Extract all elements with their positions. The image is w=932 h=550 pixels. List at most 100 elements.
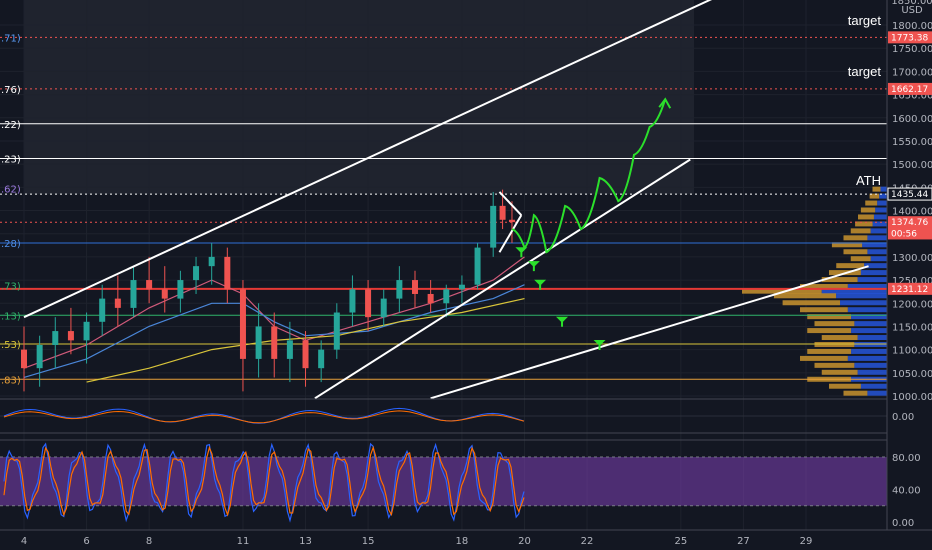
volume-bar-buy (867, 235, 887, 241)
volume-bar-buy (873, 214, 887, 220)
annotation-label: ATH (856, 173, 881, 188)
price-axis[interactable]: USD1850.001800.001750.001700.001650.0016… (886, 0, 932, 550)
volume-bar-buy (854, 362, 887, 368)
price-tag (888, 216, 932, 229)
stoch-tick-label: 80.00 (892, 453, 921, 464)
candle-body (380, 298, 387, 318)
time-axis[interactable]: 4 6 8 11 13 15 18 20 22 25 27 29 (0, 529, 932, 547)
time-tick-label: 22 (581, 536, 594, 547)
price-tag-label: 1662.17 (891, 85, 928, 95)
trend-line (23, 0, 713, 319)
buy-marker-icon (593, 339, 606, 350)
buy-marker-icon (556, 316, 569, 327)
volume-bar-sell (773, 293, 837, 299)
price-tag (888, 31, 932, 44)
volume-bar-sell (807, 314, 852, 320)
price-tag (888, 282, 932, 295)
price-tag-label: 1374.76 (891, 218, 928, 228)
price-tick-label: 1000.00 (892, 392, 932, 403)
candle-body (161, 289, 168, 299)
volume-bar-sell (858, 214, 874, 220)
volume-bar-sell (843, 235, 868, 241)
price-tick-label: 1550.00 (892, 137, 932, 148)
time-tick-label: 13 (299, 536, 312, 547)
candle-body (114, 298, 121, 308)
volume-bar-sell (843, 249, 868, 255)
fib-label: .28) (1, 239, 21, 250)
candle-body (193, 266, 200, 281)
candle-body (239, 289, 246, 359)
price-tag (887, 187, 932, 201)
candle-body (177, 280, 184, 299)
volume-bar-buy (872, 221, 887, 227)
trend-line (498, 191, 523, 216)
price-tick-label: 1100.00 (892, 346, 932, 357)
volume-bar-buy (854, 321, 887, 327)
candle-body (130, 280, 137, 308)
volume-bar-buy (857, 369, 887, 375)
price-tick-label: 1700.00 (892, 67, 932, 78)
volume-bar-buy (880, 186, 887, 192)
candle-body (302, 340, 309, 369)
candle-body (396, 280, 403, 299)
time-tick-label: 8 (146, 536, 152, 547)
candle-body (255, 326, 262, 359)
buy-marker-icon (515, 247, 528, 258)
volume-bar-sell (800, 355, 848, 361)
volume-bar-buy (851, 314, 887, 320)
volume-bar-buy (862, 242, 887, 248)
price-axis-bg (887, 0, 932, 550)
time-tick-label: 4 (21, 536, 27, 547)
annotation-label: target (848, 64, 882, 79)
time-tick-label: 11 (237, 536, 250, 547)
volume-bar-sell (843, 390, 868, 396)
volume-bar-sell (814, 321, 855, 327)
trend-lines[interactable] (23, 0, 869, 400)
candle-body (67, 331, 74, 341)
price-tick-label: 1650.00 (892, 91, 932, 102)
volume-bar-sell (855, 221, 873, 227)
volume-bar-sell (850, 256, 871, 262)
price-tick-label: 1400.00 (892, 207, 932, 218)
trend-line (430, 265, 869, 400)
price-tick-label: 1050.00 (892, 369, 932, 380)
volume-bar-sell (800, 284, 848, 290)
candle-body (99, 298, 106, 322)
macd-pane (0, 398, 887, 434)
price-tag-label: 1435.44 (891, 190, 928, 200)
volume-bar-buy (847, 355, 887, 361)
buy-marker-icon (527, 261, 540, 272)
price-tag-label: 1773.38 (891, 33, 928, 43)
time-tick-label: 15 (362, 536, 375, 547)
candle-body (208, 256, 215, 267)
time-tick-label: 6 (83, 536, 89, 547)
currency-label: USD (901, 5, 923, 16)
candle-body (318, 349, 325, 369)
candles (21, 189, 515, 392)
grid-lines (0, 0, 887, 530)
candle-body (224, 256, 231, 290)
fib-label: .71) (1, 33, 21, 44)
candle-body (427, 293, 434, 304)
buy-marker-icon (534, 279, 547, 290)
volume-bar-sell (860, 207, 876, 213)
volume-bar-sell (865, 200, 878, 206)
annotations: target target ATH (848, 13, 882, 188)
projection-curve (511, 98, 667, 254)
price-tag-label: 1231.12 (891, 285, 928, 295)
volume-bar-buy (867, 249, 887, 255)
time-tick-label: 25 (675, 536, 688, 547)
volume-bar-sell (807, 348, 852, 354)
trend-line (314, 158, 691, 400)
fib-label: .13) (1, 311, 21, 322)
volume-bar-buy (860, 270, 887, 276)
volume-bar-buy (840, 300, 887, 306)
price-tag-label: 00:56 (891, 229, 917, 239)
volume-bar-buy (857, 277, 887, 283)
fib-label: .73) (1, 282, 21, 293)
volume-bar-sell (869, 193, 880, 199)
volume-bar-buy (864, 263, 887, 269)
price-tag (888, 227, 932, 240)
